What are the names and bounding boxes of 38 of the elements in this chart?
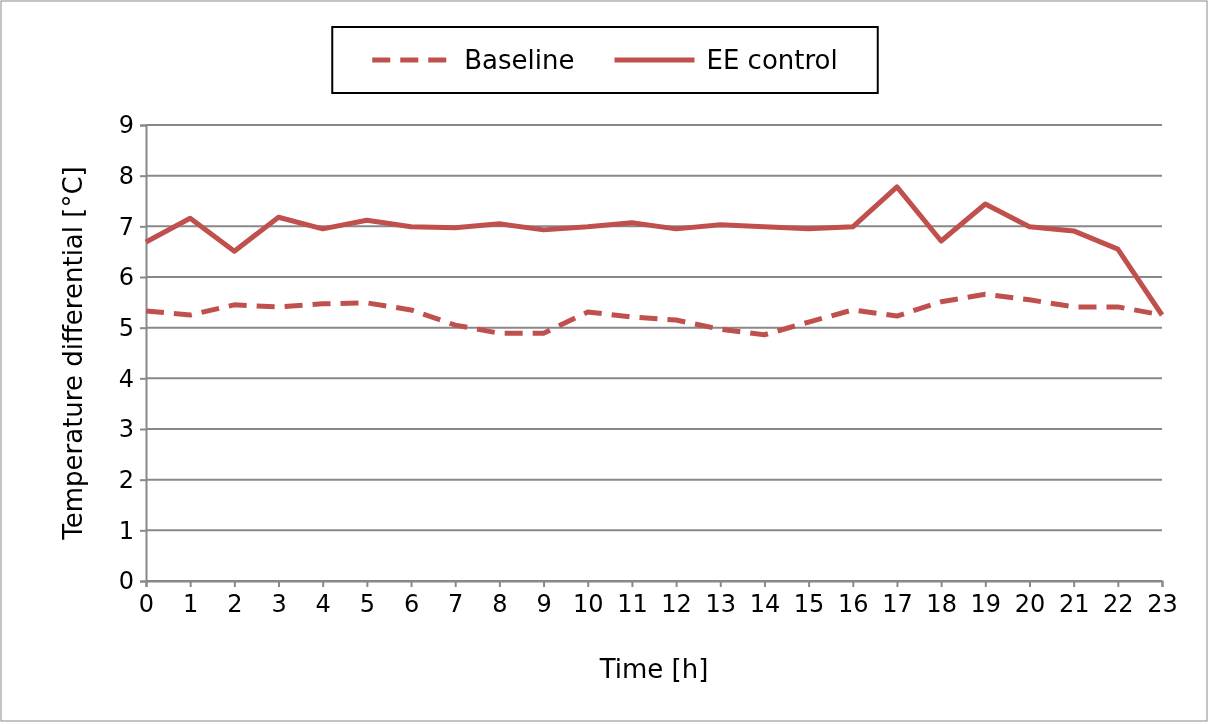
x-tick-label: 9 — [536, 590, 552, 619]
y-tick-label: 8 — [118, 161, 134, 190]
y-tick-label: 1 — [118, 516, 134, 545]
y-tick-label: 3 — [118, 415, 134, 444]
x-tick-label: 8 — [492, 590, 508, 619]
x-tick-label: 20 — [1014, 590, 1046, 619]
x-tick-label: 14 — [749, 590, 781, 619]
x-tick-label: 10 — [572, 590, 604, 619]
x-tick-label: 17 — [882, 590, 913, 619]
x-tick-label: 19 — [970, 590, 1002, 619]
x-axis-title: Time [h] — [598, 654, 709, 684]
y-tick-label: 5 — [118, 313, 134, 342]
y-tick-label: 9 — [118, 111, 134, 140]
y-tick-label: 6 — [118, 263, 134, 292]
x-tick-label: 23 — [1147, 590, 1178, 619]
x-tick-label: 4 — [315, 590, 331, 619]
y-axis-title: Temperature differential [°C] — [58, 166, 88, 541]
x-tick-label: 1 — [183, 590, 199, 619]
x-tick-label: 21 — [1058, 590, 1090, 619]
y-tick-label: 0 — [118, 567, 134, 596]
y-tick-label: 4 — [118, 364, 134, 393]
legend-label: Baseline — [464, 45, 575, 75]
x-tick-label: 12 — [661, 590, 692, 619]
y-tick-label: 7 — [118, 212, 134, 241]
legend-label: EE control — [706, 45, 838, 75]
x-tick-label: 7 — [448, 590, 464, 619]
x-tick-label: 5 — [359, 590, 376, 619]
y-tick-label: 2 — [118, 465, 134, 494]
x-tick-label: 16 — [838, 590, 869, 619]
x-tick-label: 18 — [926, 590, 957, 619]
x-tick-label: 0 — [138, 590, 155, 619]
x-tick-label: 15 — [793, 590, 825, 619]
x-tick-label: 13 — [705, 590, 737, 619]
x-tick-label: 3 — [271, 590, 287, 619]
x-tick-label: 2 — [227, 590, 243, 619]
x-tick-label: 11 — [617, 590, 648, 619]
x-tick-label: 6 — [403, 590, 420, 619]
x-tick-label: 22 — [1103, 590, 1134, 619]
